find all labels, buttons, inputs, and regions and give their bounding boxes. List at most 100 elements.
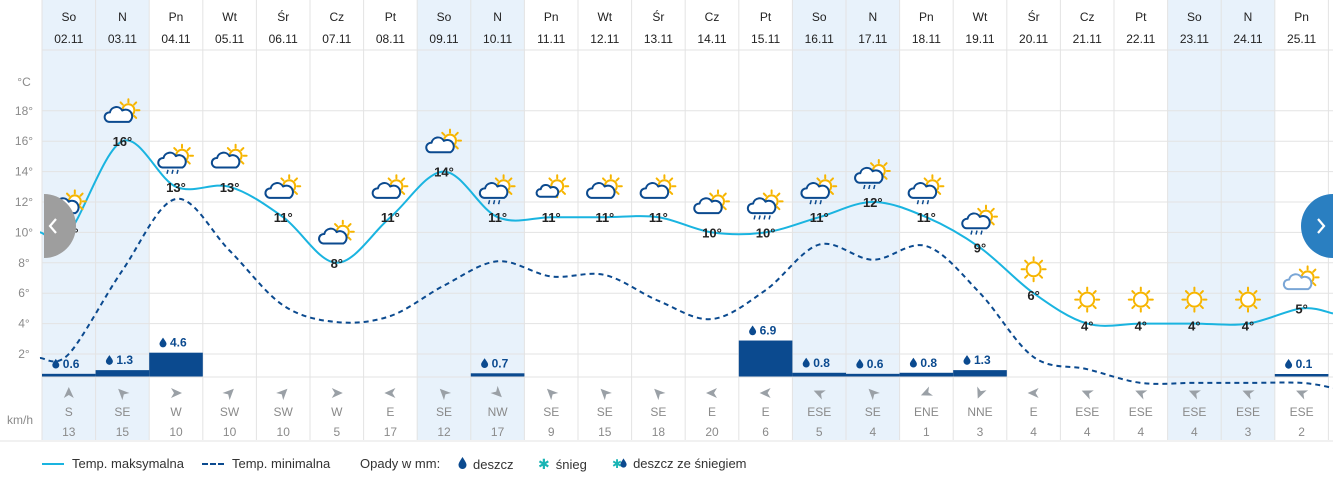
weather-sun-cloud-icon [210, 143, 248, 169]
day-of-week: N [1244, 10, 1253, 24]
weekend-band [792, 0, 846, 440]
wind-direction: ESE [1236, 405, 1260, 419]
snowflake-icon: ✱ [538, 456, 550, 472]
rain-value: 0.6 [867, 357, 884, 371]
weather-sun-icon [1235, 286, 1261, 313]
day-date: 07.11 [322, 32, 351, 46]
tmax-label: 13° [166, 180, 186, 195]
weather-sun-icon [1020, 256, 1047, 283]
wind-arrow-icon [920, 386, 933, 396]
tmax-label: 4° [1188, 319, 1200, 334]
y-tick-label: 2° [18, 347, 30, 361]
weekend-band [95, 0, 150, 440]
rain-value: 4.6 [170, 336, 187, 350]
legend-snow: ✱ śnieg [538, 456, 587, 473]
weather-sun-icon [1127, 286, 1154, 313]
day-of-week: Wt [973, 10, 988, 24]
tmax-label: 11° [649, 210, 668, 225]
tmax-label: 9° [974, 241, 986, 256]
weekend-band [1221, 0, 1275, 440]
day-date: 25.11 [1287, 32, 1316, 46]
wind-direction: ESE [1075, 405, 1099, 419]
weather-sun-icon [1074, 286, 1101, 313]
tmax-label: 16° [113, 134, 133, 149]
rain-bar [470, 373, 525, 377]
day-date: 22.11 [1126, 32, 1155, 46]
rain-bar [792, 372, 846, 377]
raindrop-icon [909, 357, 917, 368]
wind-direction: ESE [807, 405, 831, 419]
wind-arrow-icon [600, 388, 612, 401]
tmax-label: 10° [756, 225, 776, 240]
wind-arrow-icon [706, 388, 717, 398]
rain-value: 0.8 [813, 356, 830, 370]
weather-sun-cloud-icon [264, 174, 302, 199]
weekend-band [846, 0, 900, 440]
day-date: 06.11 [269, 32, 298, 46]
day-date: 24.11 [1233, 32, 1262, 46]
weather-sun-cloud-icon [318, 219, 355, 245]
raindrop-icon [856, 358, 864, 369]
wind-arrow-icon [546, 388, 559, 401]
rain-value: 0.6 [63, 357, 80, 371]
legend-mixed-label: deszcz ze śniegiem [633, 456, 747, 471]
next-button[interactable] [1297, 194, 1333, 258]
legend-max: Temp. maksymalna [42, 456, 184, 471]
wind-speed: 2 [1298, 425, 1305, 439]
wind-speed: 5 [816, 425, 823, 439]
raindrop-icon [105, 355, 113, 365]
day-date: 09.11 [429, 32, 458, 46]
wind-speed: 6 [762, 425, 769, 439]
wind-speed: 3 [1245, 425, 1252, 439]
weather-sun-cloud-small-icon [535, 174, 570, 199]
day-date: 14.11 [697, 32, 726, 46]
wind-arrow-icon [276, 388, 288, 401]
wind-direction: NNE [967, 405, 992, 419]
rain-label: 0.6 [52, 357, 80, 371]
day-of-week: Pt [385, 10, 397, 24]
wind-direction: E [386, 405, 394, 419]
chevron-left-icon [48, 218, 57, 234]
legend: Temp. maksymalna Temp. minimalna Opady w… [0, 446, 1333, 479]
wind-speed: 10 [277, 425, 291, 439]
rain-label: 0.8 [909, 356, 937, 370]
weekend-band [417, 0, 471, 440]
tmax-line [39, 139, 1333, 327]
day-date: 17.11 [858, 32, 887, 46]
wind-arrow-icon [1081, 390, 1094, 400]
day-of-week: Śr [277, 9, 289, 24]
wind-direction: SE [114, 405, 130, 419]
wind-direction: SW [274, 405, 294, 419]
wind-unit-label: km/h [7, 413, 33, 427]
tmax-label: 11° [274, 210, 293, 225]
rain-bar [42, 373, 96, 377]
day-date: 13.11 [644, 32, 673, 46]
wind-arrow-icon [868, 388, 880, 401]
wind-direction: SE [436, 405, 452, 419]
rain-label: 1.3 [105, 353, 133, 367]
day-date: 12.11 [590, 32, 619, 46]
wind-direction: SE [543, 405, 559, 419]
wind-speed: 13 [62, 425, 76, 439]
tmax-label: 10° [702, 225, 722, 240]
prev-button[interactable] [40, 194, 76, 258]
weather-sun-cloud-rain-icon [907, 174, 945, 205]
wind-direction: W [170, 405, 182, 419]
wind-arrow-icon [331, 388, 343, 398]
legend-min-label: Temp. minimalna [232, 456, 331, 471]
day-of-week: Pn [544, 10, 559, 24]
rain-bar [846, 373, 900, 377]
weather-sun-cloud-pale-icon [1282, 265, 1320, 291]
wind-direction: W [331, 405, 343, 419]
y-axis-label: °C [17, 75, 31, 89]
wind-speed: 18 [652, 425, 666, 439]
legend-precip-label: Opady w mm: [360, 456, 441, 471]
tmax-label: 11° [917, 210, 936, 225]
rain-label: 4.6 [159, 336, 187, 350]
wind-speed: 17 [384, 425, 398, 439]
tmax-label: 4° [1242, 319, 1254, 334]
weather-forecast-chart: 2°4°6°8°10°12°14°16°18°°CSo02.11N03.11Pn… [0, 0, 1333, 442]
wind-direction: ESE [1182, 405, 1206, 419]
rain-label: 1.3 [963, 353, 991, 367]
day-of-week: Cz [1080, 10, 1095, 24]
